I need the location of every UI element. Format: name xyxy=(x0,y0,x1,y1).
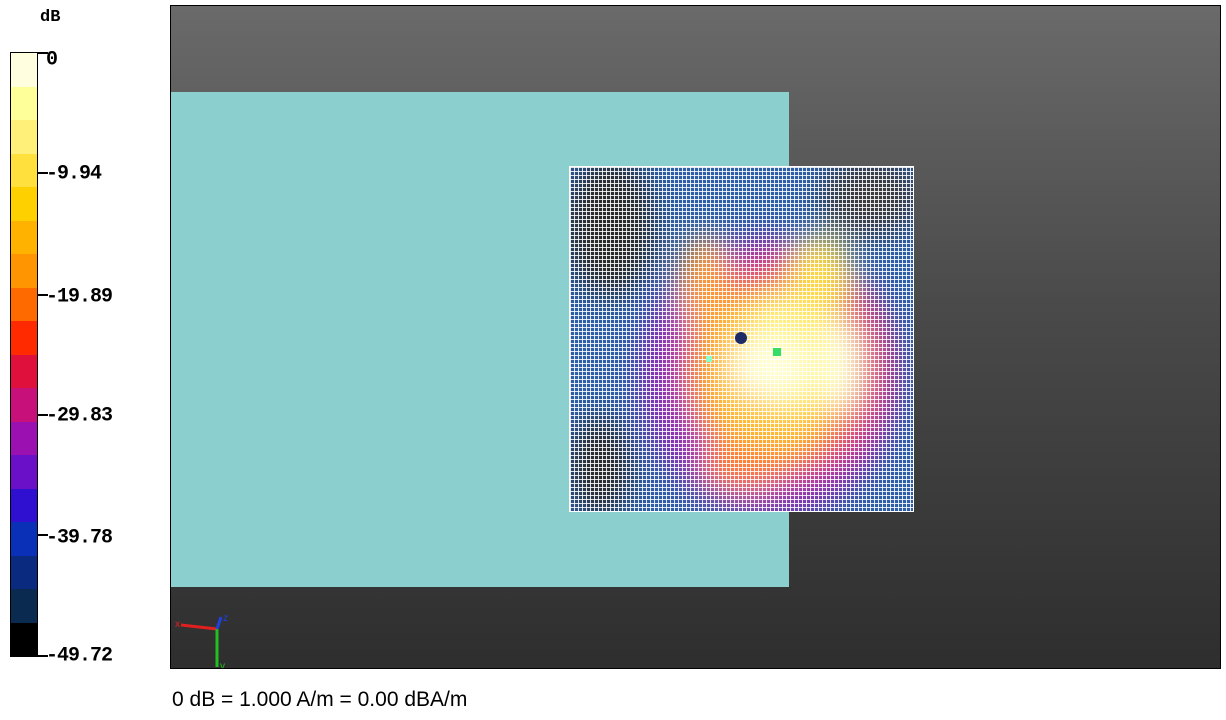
color-band xyxy=(11,287,37,321)
scale-tick-label: -39.78 xyxy=(46,526,113,550)
color-band xyxy=(11,120,37,154)
color-band xyxy=(11,455,37,489)
color-band xyxy=(11,220,37,254)
scale-tick xyxy=(38,414,48,416)
scale-tick xyxy=(38,655,48,657)
color-band xyxy=(11,488,37,522)
scale-unit-label: dB xyxy=(40,8,61,27)
scale-tick-label: -29.83 xyxy=(46,404,113,428)
axis-z-label: z xyxy=(223,613,228,624)
peak-location-marker xyxy=(773,348,781,356)
reference-caption: 0 dB = 1.000 A/m = 0.00 dBA/m xyxy=(172,688,468,711)
axis-triad-icon: x y z xyxy=(175,613,228,669)
color-band xyxy=(11,254,37,288)
color-band xyxy=(11,187,37,221)
color-band xyxy=(11,622,37,656)
scale-tick xyxy=(38,52,48,54)
scale-tick-label: 0 xyxy=(46,48,58,72)
color-band xyxy=(11,53,37,87)
probe-position-marker xyxy=(735,332,747,344)
axis-x-label: x xyxy=(175,619,180,630)
scale-tick-label: -49.72 xyxy=(46,644,113,668)
color-band xyxy=(11,321,37,355)
color-band xyxy=(11,354,37,388)
scale-tick xyxy=(38,534,48,536)
color-band xyxy=(11,555,37,589)
scale-tick-label: -9.94 xyxy=(46,162,102,186)
scale-tick xyxy=(38,294,48,296)
color-band xyxy=(11,153,37,187)
scale-tick xyxy=(38,172,48,174)
color-band xyxy=(11,388,37,422)
color-band xyxy=(11,589,37,623)
reference-point-marker xyxy=(706,356,712,362)
3d-viewport[interactable]: x y z xyxy=(170,5,1221,669)
color-band xyxy=(11,421,37,455)
scale-tick-label: -19.89 xyxy=(46,285,113,309)
color-band xyxy=(11,522,37,556)
color-scale-bar xyxy=(10,52,38,657)
axis-y-label: y xyxy=(220,661,225,669)
color-band xyxy=(11,86,37,120)
